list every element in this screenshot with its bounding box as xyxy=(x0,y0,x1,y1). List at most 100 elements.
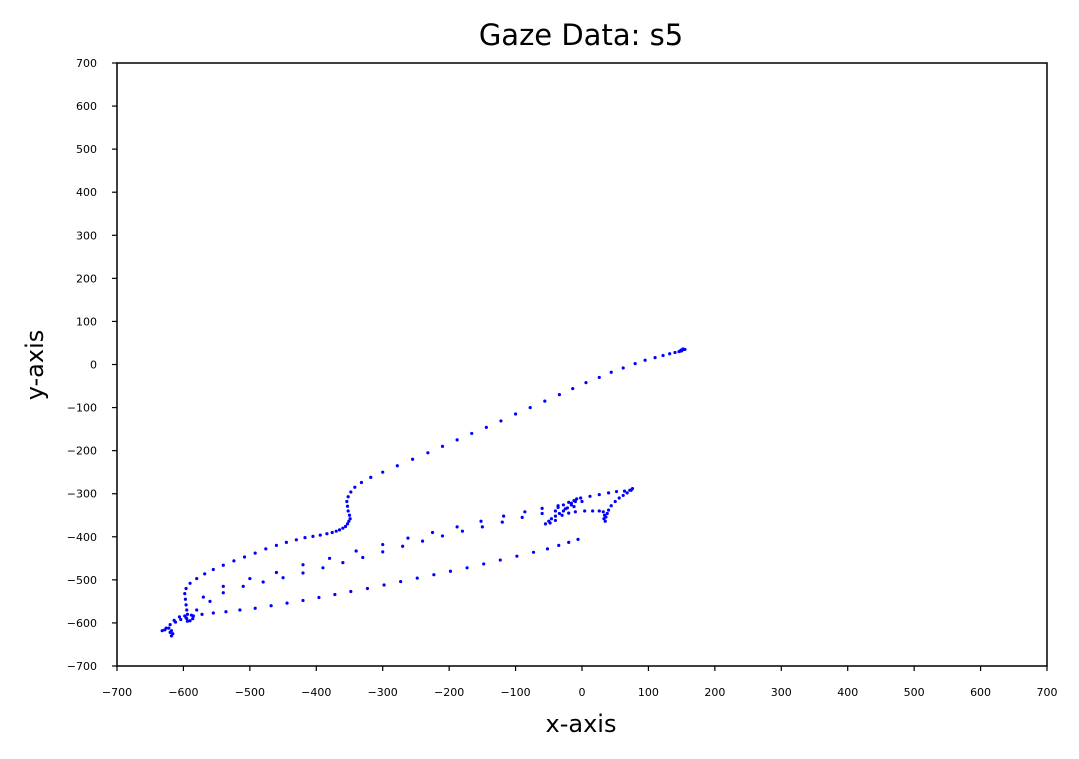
gaze-point xyxy=(365,586,370,591)
gaze-point xyxy=(677,349,681,354)
gaze-point xyxy=(531,550,536,554)
gaze-point xyxy=(520,515,524,520)
gaze-point xyxy=(406,536,410,540)
gaze-point xyxy=(556,505,560,510)
gaze-point xyxy=(285,601,289,605)
gaze-point xyxy=(184,603,188,607)
x-tick-label: −300 xyxy=(368,686,398,699)
gaze-point xyxy=(661,353,665,358)
gaze-point xyxy=(633,362,637,366)
gaze-point xyxy=(557,511,562,516)
gaze-point xyxy=(553,509,558,513)
gaze-point xyxy=(515,554,519,558)
x-tick-label: 200 xyxy=(704,686,725,699)
gaze-point xyxy=(325,532,329,536)
gaze-point xyxy=(232,559,236,563)
gaze-point xyxy=(557,393,562,397)
gaze-point xyxy=(242,555,247,559)
gaze-point xyxy=(177,615,182,619)
gaze-point xyxy=(343,524,348,529)
gaze-point xyxy=(195,576,199,581)
gaze-point xyxy=(455,438,459,442)
gaze-point xyxy=(420,539,425,543)
gaze-point xyxy=(301,598,305,603)
gaze-point xyxy=(560,513,564,517)
gaze-point xyxy=(630,486,635,491)
y-tick-label: 400 xyxy=(76,186,97,199)
gaze-point xyxy=(184,616,188,620)
x-tick-label: −700 xyxy=(102,686,132,699)
gaze-point xyxy=(248,576,252,581)
gaze-point xyxy=(173,620,178,624)
gaze-point xyxy=(345,504,350,508)
gaze-point xyxy=(349,589,353,594)
gaze-point xyxy=(673,350,677,355)
gaze-point xyxy=(605,511,609,516)
gaze-point xyxy=(382,583,386,587)
gaze-point xyxy=(284,540,288,544)
gaze-point xyxy=(401,544,405,548)
gaze-point xyxy=(341,561,345,565)
gaze-point xyxy=(653,356,657,360)
gaze-point xyxy=(208,599,212,603)
gaze-point xyxy=(399,579,403,584)
gaze-point xyxy=(440,534,445,538)
gaze-point xyxy=(341,526,345,530)
gaze-point xyxy=(224,610,228,614)
gaze-point xyxy=(346,509,350,513)
gaze-point xyxy=(264,547,268,551)
gaze-point xyxy=(528,405,532,410)
gaze-point xyxy=(584,380,588,385)
x-tick-label: −600 xyxy=(168,686,198,699)
gaze-point xyxy=(168,623,172,627)
gaze-point xyxy=(617,496,621,500)
gaze-point xyxy=(479,519,483,523)
x-tick-label: 300 xyxy=(771,686,792,699)
gaze-point xyxy=(354,549,358,553)
gaze-point xyxy=(345,499,349,504)
gaze-point xyxy=(348,517,352,521)
gaze-point xyxy=(261,580,265,584)
gaze-point xyxy=(557,543,561,548)
x-axis-label: x-axis xyxy=(546,710,617,738)
gaze-point xyxy=(327,556,332,560)
gaze-point xyxy=(553,518,558,523)
gaze-point xyxy=(567,511,571,515)
gaze-point xyxy=(561,503,566,507)
x-tick-label: −400 xyxy=(301,686,331,699)
gaze-point xyxy=(241,584,245,588)
gaze-point xyxy=(311,534,315,538)
y-tick-label: −100 xyxy=(67,402,97,415)
gaze-point xyxy=(163,628,167,632)
gaze-point xyxy=(361,555,365,560)
gaze-point xyxy=(484,425,488,429)
gaze-point xyxy=(583,509,587,513)
gaze-point xyxy=(548,521,552,525)
gaze-point xyxy=(460,529,465,533)
y-tick-label: −700 xyxy=(67,660,97,673)
gaze-point xyxy=(334,529,338,533)
gaze-point xyxy=(167,626,171,630)
y-tick-label: 100 xyxy=(76,315,97,328)
gaze-point xyxy=(191,614,195,618)
chart-title: Gaze Data: s5 xyxy=(479,18,683,52)
gaze-point xyxy=(603,519,607,523)
gaze-point xyxy=(545,547,550,551)
gaze-point xyxy=(345,522,350,526)
gaze-point xyxy=(470,431,474,436)
x-tick-label: −200 xyxy=(434,686,464,699)
gaze-point xyxy=(604,515,608,519)
gaze-point xyxy=(601,510,605,514)
x-tick-label: 400 xyxy=(837,686,858,699)
gaze-point xyxy=(426,451,430,455)
gaze-point xyxy=(195,608,199,612)
gaze-point xyxy=(369,475,373,479)
gaze-point xyxy=(353,485,357,489)
y-tick-label: −600 xyxy=(67,617,97,630)
gaze-point xyxy=(465,566,469,570)
gaze-point xyxy=(349,490,353,494)
gaze-point xyxy=(333,592,337,597)
gaze-point xyxy=(274,570,279,575)
gaze-point xyxy=(498,558,502,562)
gaze-point xyxy=(609,504,613,508)
